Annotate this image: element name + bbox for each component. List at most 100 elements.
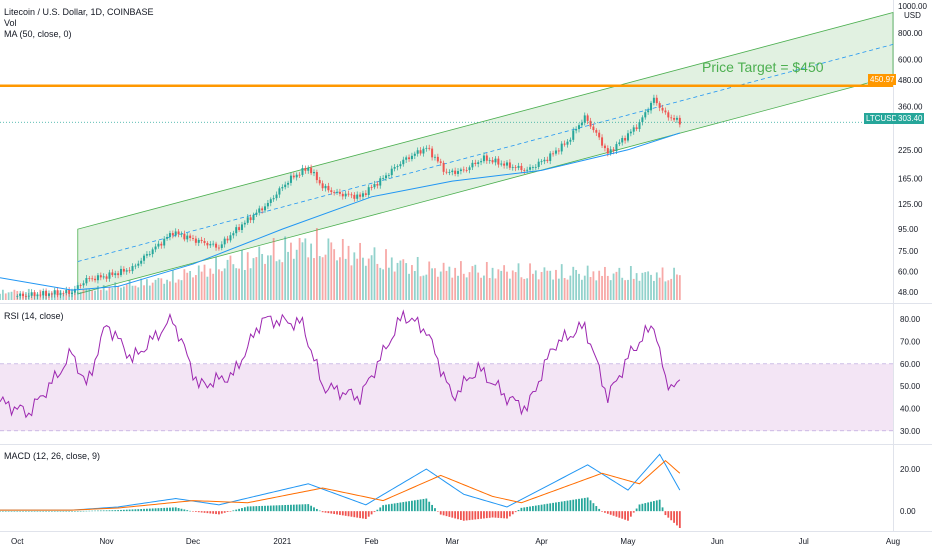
candle-body bbox=[189, 235, 192, 239]
rsi-tick-label: 60.00 bbox=[900, 360, 921, 369]
volume-bar bbox=[218, 269, 220, 300]
volume-bar bbox=[243, 269, 246, 300]
volume-bar bbox=[615, 271, 618, 300]
volume-bar bbox=[586, 265, 589, 300]
candle-body bbox=[595, 130, 598, 133]
volume-bar bbox=[301, 242, 304, 300]
macd-histogram-bar bbox=[267, 505, 269, 512]
macd-histogram-bar bbox=[460, 511, 462, 520]
macd-histogram-bar bbox=[53, 511, 56, 512]
volume-bar bbox=[160, 278, 163, 300]
candle-body bbox=[534, 166, 537, 168]
candle-body bbox=[338, 191, 341, 194]
candle-body bbox=[16, 295, 19, 297]
candle-body bbox=[405, 157, 408, 160]
volume-bar bbox=[215, 256, 217, 300]
price-tick-label: 600.00 bbox=[898, 56, 923, 65]
candle-body bbox=[416, 150, 419, 154]
candle-body bbox=[652, 97, 655, 103]
macd-histogram-bar bbox=[215, 511, 217, 515]
macd-histogram-bar bbox=[641, 503, 644, 512]
macd-histogram-bar bbox=[353, 511, 356, 518]
candle-body bbox=[549, 153, 552, 161]
candle-body bbox=[508, 162, 511, 168]
volume-bar bbox=[174, 282, 177, 300]
volume-bar bbox=[108, 287, 111, 300]
volume-bar bbox=[137, 287, 140, 300]
macd-histogram-bar bbox=[56, 511, 59, 512]
macd-histogram-bar bbox=[520, 507, 523, 512]
candle-body bbox=[102, 276, 105, 278]
volume-bar bbox=[508, 278, 511, 300]
macd-histogram-bar bbox=[171, 507, 174, 512]
macd-histogram-bar bbox=[373, 511, 376, 513]
macd-histogram-bar bbox=[627, 511, 629, 521]
macd-histogram-bar bbox=[612, 511, 615, 516]
volume-bar bbox=[313, 258, 315, 300]
volume-bar bbox=[206, 276, 209, 300]
volume-bar bbox=[304, 238, 307, 300]
candle-body bbox=[402, 159, 405, 165]
volume-bar bbox=[336, 260, 338, 300]
candle-body bbox=[451, 170, 454, 173]
macd-histogram-bar bbox=[76, 511, 79, 512]
volume-bar bbox=[543, 267, 546, 300]
macd-histogram-bar bbox=[408, 501, 410, 512]
candle-body bbox=[119, 268, 122, 276]
candle-body bbox=[592, 126, 595, 131]
candle-body bbox=[445, 171, 448, 173]
volume-bar bbox=[7, 292, 10, 300]
volume-bar bbox=[387, 267, 390, 300]
candle-body bbox=[626, 133, 629, 141]
candle-body bbox=[433, 156, 436, 158]
macd-histogram-bar bbox=[102, 510, 105, 512]
candle-body bbox=[425, 147, 428, 149]
candle-body bbox=[333, 192, 336, 193]
macd-histogram-bar bbox=[557, 501, 560, 512]
candle-body bbox=[240, 224, 243, 230]
price-tick-label: 360.00 bbox=[898, 103, 923, 112]
macd-histogram-bar bbox=[209, 511, 212, 514]
last-price-badge: 303.40 bbox=[896, 113, 925, 124]
time-tick-label: Mar bbox=[445, 537, 459, 546]
candle-body bbox=[387, 175, 390, 176]
volume-bar bbox=[359, 242, 361, 300]
candle-body bbox=[111, 272, 114, 276]
volume-bar bbox=[583, 275, 586, 300]
volume-bar bbox=[267, 255, 269, 300]
macd-histogram-bar bbox=[534, 505, 537, 512]
macd-histogram-bar bbox=[304, 504, 307, 512]
macd-histogram-bar bbox=[650, 501, 652, 512]
candle-body bbox=[324, 185, 327, 189]
candle-body bbox=[664, 110, 667, 113]
volume-bar bbox=[431, 268, 433, 300]
volume-bar bbox=[97, 285, 99, 300]
volume-bar bbox=[79, 292, 82, 300]
candle-body bbox=[364, 193, 367, 195]
macd-histogram-bar bbox=[261, 505, 264, 512]
volume-bar bbox=[566, 279, 569, 300]
macd-histogram-bar bbox=[48, 511, 50, 512]
candle-body bbox=[575, 129, 578, 131]
macd-histogram-bar bbox=[203, 511, 206, 513]
volume-bar bbox=[491, 267, 494, 300]
candle-body bbox=[295, 174, 298, 178]
volume-bar bbox=[552, 279, 554, 300]
volume-bar bbox=[114, 282, 117, 300]
macd-histogram-bar bbox=[517, 509, 520, 512]
volume-bar bbox=[485, 261, 488, 300]
macd-histogram-bar bbox=[183, 509, 186, 512]
macd-histogram-bar bbox=[94, 510, 96, 512]
macd-histogram-bar bbox=[330, 511, 333, 514]
target-price-badge: 450.97 bbox=[868, 74, 897, 85]
candle-body bbox=[128, 270, 131, 272]
candle-body bbox=[520, 165, 523, 171]
candle-body bbox=[140, 260, 143, 264]
volume-bar bbox=[488, 278, 491, 300]
candle-body bbox=[33, 292, 36, 297]
volume-bar bbox=[212, 273, 215, 300]
candle-body bbox=[422, 148, 425, 154]
volume-bar bbox=[601, 275, 603, 300]
volume-bar bbox=[419, 276, 422, 300]
